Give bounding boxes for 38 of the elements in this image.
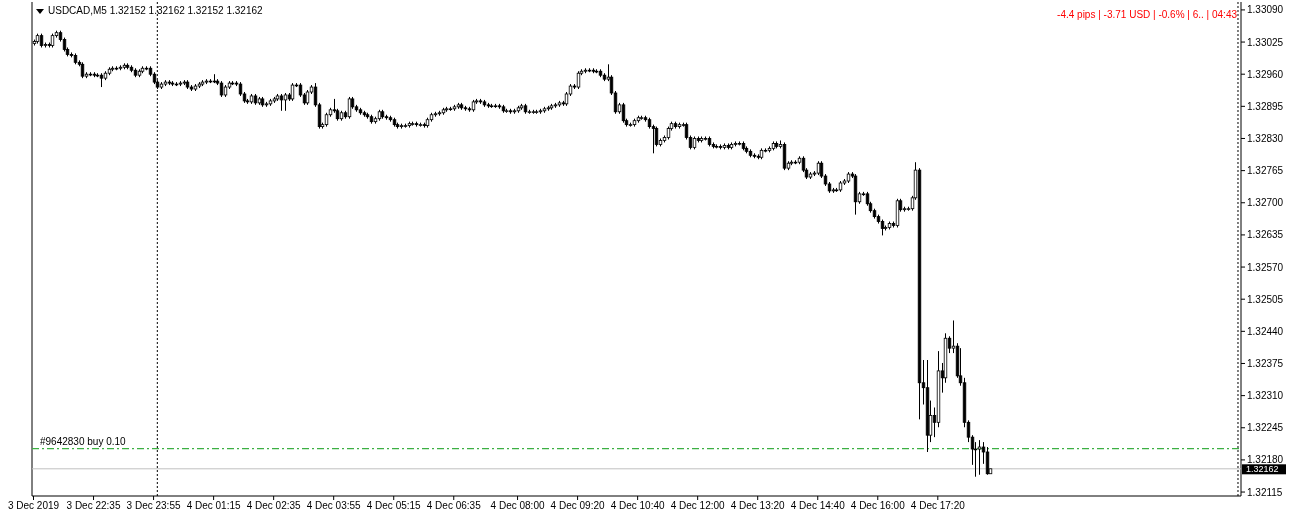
y-tick-label: 1.32960 bbox=[1247, 68, 1284, 80]
ref-line-label: 1.32162 bbox=[1246, 464, 1279, 475]
x-tick-label: 4 Dec 14:40 bbox=[790, 500, 846, 511]
candlestick bbox=[977, 439, 982, 476]
y-tick-label: 1.32700 bbox=[1247, 197, 1284, 209]
x-tick-label: 4 Dec 16:00 bbox=[850, 500, 906, 511]
y-tick-label: 1.32895 bbox=[1247, 100, 1284, 112]
y-tick-label: 1.33025 bbox=[1247, 36, 1284, 48]
x-tick-label: 4 Dec 03:55 bbox=[306, 500, 362, 511]
x-tick-label: 4 Dec 05:15 bbox=[366, 500, 422, 511]
x-tick-label: 4 Dec 13:20 bbox=[730, 500, 786, 511]
y-tick-label: 1.32635 bbox=[1247, 229, 1284, 241]
x-tick-label: 4 Dec 08:00 bbox=[490, 500, 545, 511]
x-tick-label: 4 Dec 12:00 bbox=[670, 500, 726, 511]
y-tick-label: 1.32505 bbox=[1247, 293, 1284, 305]
y-tick-label: 1.32375 bbox=[1247, 357, 1284, 369]
x-tick-label: 4 Dec 10:40 bbox=[610, 500, 666, 511]
y-tick-label: 1.32115 bbox=[1247, 486, 1283, 498]
x-tick-label: 3 Dec 2019 bbox=[7, 500, 60, 511]
x-tick-label: 3 Dec 23:55 bbox=[126, 500, 181, 511]
y-tick-label: 1.32310 bbox=[1247, 390, 1284, 402]
x-tick-label: 4 Dec 17:20 bbox=[910, 500, 966, 511]
y-tick-label: 1.32245 bbox=[1247, 422, 1284, 434]
y-tick-label: 1.33090 bbox=[1247, 4, 1284, 16]
candlestick bbox=[973, 441, 978, 478]
y-tick-label: 1.32570 bbox=[1247, 261, 1284, 273]
y-tick-label: 1.32765 bbox=[1247, 165, 1284, 177]
y-tick-label: 1.32180 bbox=[1247, 454, 1284, 466]
x-tick-label: 4 Dec 09:20 bbox=[550, 500, 605, 511]
x-tick-label: 4 Dec 01:15 bbox=[186, 500, 242, 511]
y-tick-label: 1.32830 bbox=[1247, 132, 1284, 144]
ref-line-label: #9642830 buy 0.10 bbox=[40, 435, 127, 447]
x-tick-label: 4 Dec 02:35 bbox=[246, 500, 302, 511]
chart-title: USDCAD,M5 1.32152 1.32162 1.32152 1.32162 bbox=[48, 5, 264, 16]
annotation: -4.4 pips | -3.71 USD | -0.6% | 6.. | 04:43 bbox=[1057, 9, 1238, 20]
x-tick-label: 3 Dec 22:35 bbox=[66, 500, 121, 511]
x-tick-label: 4 Dec 06:35 bbox=[426, 500, 482, 511]
y-tick-label: 1.32440 bbox=[1247, 325, 1284, 337]
